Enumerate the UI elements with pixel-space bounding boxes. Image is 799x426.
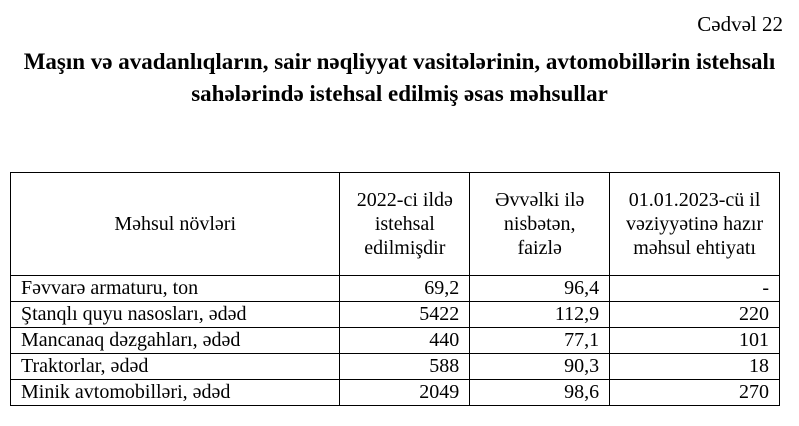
cell-value: 2049 — [339, 379, 471, 406]
table-row: Minik avtomobilləri, ədəd 2049 98,6 270 — [9, 379, 780, 406]
cell-value: 5422 — [339, 301, 471, 328]
row-label: Minik avtomobilləri, ədəd — [9, 379, 341, 406]
cell-value: 440 — [339, 327, 471, 354]
header-row: Məhsul növləri 2022-ci ildə istehsal edi… — [9, 172, 780, 276]
cell-value: 90,3 — [469, 353, 611, 380]
table-row: Fəvvarə armaturu, ton 69,2 96,4- — [9, 275, 780, 302]
data-table: Məhsul növləri 2022-ci ildə istehsal edi… — [9, 172, 780, 406]
cell-value: 77,1 — [469, 327, 611, 354]
cell-value: 98,6 — [469, 379, 611, 406]
row-label: Fəvvarə armaturu, ton — [9, 275, 341, 302]
table-caption: Cədvəl 22 — [697, 12, 783, 36]
table-row: Traktorlar, ədəd 588 90,3 18 — [9, 353, 780, 380]
table-row: Mancanaq dəzgahları, ədəd 440 77,1 101 — [9, 327, 780, 354]
column-header: 01.01.2023-cü il vəziyyətinə hazır məhsu… — [609, 172, 780, 276]
row-label: Ştanqlı quyu nasosları, ədəd — [9, 301, 341, 328]
row-label: Traktorlar, ədəd — [9, 353, 341, 380]
table-row: Ştanqlı quyu nasosları, ədəd 5422 112,9 220 — [9, 301, 780, 328]
cell-value: 69,2 — [339, 275, 471, 302]
column-header: Əvvəlki ilə nisbətən, faizlə — [469, 172, 611, 276]
cell-value: 112,9 — [469, 301, 611, 328]
row-label: Mancanaq dəzgahları, ədəd — [9, 327, 341, 354]
cell-value: 220 — [609, 301, 780, 328]
cell-value: 270 — [609, 379, 780, 406]
cell-value: 18 — [609, 353, 780, 380]
cell-value: 588 — [339, 353, 471, 380]
cell-value: - — [609, 275, 780, 302]
page-title: Maşın və avadanlıqların, sair nəqliyyat … — [23, 49, 776, 106]
column-header: 2022-ci ildə istehsal edilmişdir — [339, 172, 471, 276]
cell-value: 101 — [609, 327, 780, 354]
column-header: Məhsul növləri — [9, 172, 341, 276]
cell-value: 96,4 — [469, 275, 611, 302]
